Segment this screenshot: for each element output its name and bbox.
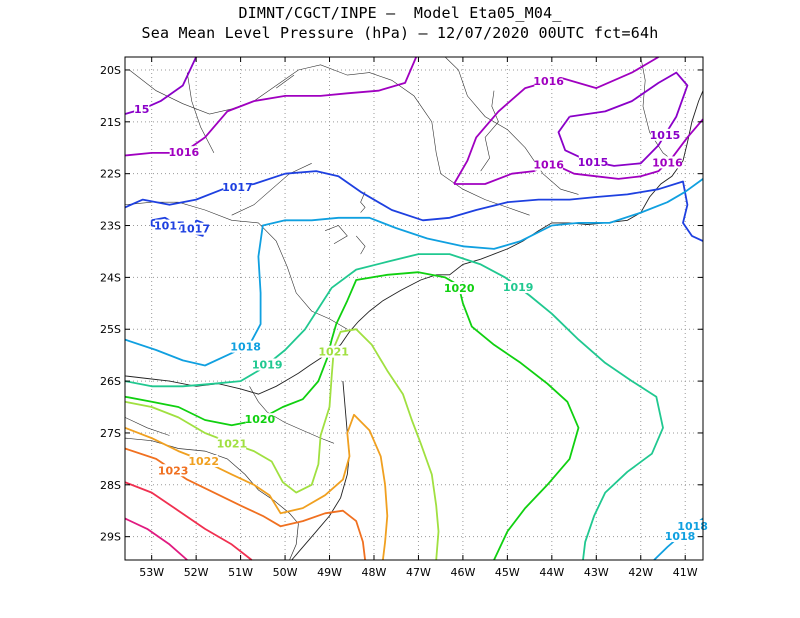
- isobar-1018: [124, 178, 704, 367]
- state-border: [444, 56, 579, 195]
- y-tick-label: 23S: [100, 220, 121, 233]
- x-tick-label: 49W: [317, 566, 342, 579]
- inland-water: [276, 74, 295, 89]
- x-tick-label: 50W: [273, 566, 298, 579]
- y-tick-label: 25S: [100, 323, 121, 336]
- isobar-1017: [124, 170, 704, 242]
- isobar-label-1022: 1022: [188, 455, 219, 468]
- isobar-label-1018: 1018: [230, 341, 261, 354]
- y-tick-label: 28S: [100, 479, 121, 492]
- isobar-label-bg: [252, 358, 282, 371]
- chart-title-line-2: Sea Mean Level Pressure (hPa) – 12/07/20…: [141, 24, 659, 42]
- inland-water: [355, 235, 366, 255]
- isobar-label-1023: 1023: [158, 464, 189, 477]
- isobar-label-bg: [231, 340, 260, 353]
- isobar-label-bg: [158, 464, 188, 477]
- x-tick-label: 46W: [450, 566, 475, 579]
- y-tick-label: 21S: [100, 116, 121, 129]
- isobar-label-1020: 1020: [245, 413, 276, 426]
- isobar-label-1018: 1018: [665, 530, 696, 543]
- isobar-labels: 1510151015101610161016101610171017101710…: [134, 75, 708, 543]
- x-tick-label: 51W: [228, 566, 253, 579]
- isobar-label-bg: [180, 222, 209, 235]
- isobar-label-bg: [189, 454, 218, 467]
- x-tick-label: 53W: [139, 566, 164, 579]
- isobar-label-bg: [169, 146, 199, 159]
- isobar-label-1017: 1017: [179, 223, 210, 236]
- x-tick-label: 41W: [673, 566, 698, 579]
- chart-title-line-1: DIMNT/CGCT/INPE – Model Eta05_M04_: [238, 4, 562, 22]
- isobar-label-bg: [444, 282, 474, 295]
- inland-water: [324, 225, 348, 244]
- isobar-label-1015: 15: [134, 103, 149, 116]
- isobar-label-bg: [134, 103, 150, 116]
- isobar-label-bg: [678, 520, 707, 533]
- isobar-label-1016: 1016: [169, 146, 200, 159]
- isobar-1019: [124, 253, 664, 561]
- isobar-1016: [453, 56, 659, 185]
- isobar-label-1017: 1017: [154, 220, 185, 233]
- isobar-label-bg: [245, 413, 275, 426]
- x-tick-label: 44W: [539, 566, 564, 579]
- isobar-label-bg: [319, 345, 348, 358]
- map-frame: [124, 56, 704, 561]
- state-border: [124, 201, 348, 330]
- y-tick-label: 26S: [100, 375, 121, 388]
- isobar-label-1015: 1015: [650, 129, 681, 142]
- isobar-label-bg: [650, 128, 680, 141]
- x-tick-label: 43W: [584, 566, 609, 579]
- isobar-1024: [124, 481, 253, 561]
- isobar-label-bg: [223, 180, 252, 193]
- isobar-label-1019: 1019: [503, 281, 534, 294]
- isobar-label-bg: [534, 75, 563, 88]
- y-tick-label: 27S: [100, 427, 121, 440]
- isobar-label-bg: [665, 530, 695, 543]
- grid-lines: [125, 57, 703, 560]
- x-tick-label: 42W: [628, 566, 653, 579]
- y-tick-label: 24S: [100, 271, 121, 284]
- y-tick-label: 22S: [100, 168, 121, 181]
- isobar-label-1016: 1016: [533, 159, 564, 172]
- isobar-1023: [124, 447, 366, 561]
- axis-ticks: 53W 52W 51W 50W 49W 48W 47W 46W 45W 44W 43W 42W 41W 2…: [100, 57, 703, 579]
- isobar-label-1019: 1019: [252, 359, 283, 372]
- x-tick-label: 52W: [184, 566, 209, 579]
- y-tick-label: 29S: [100, 531, 121, 544]
- inland-water: [360, 191, 366, 213]
- inland-water: [480, 90, 499, 172]
- coastline-south: [291, 381, 350, 561]
- isobar-label-1016: 1016: [652, 156, 683, 169]
- x-tick-label: 45W: [495, 566, 520, 579]
- isobar-label-bg: [503, 281, 533, 294]
- isobar-label-1018: 1018: [677, 520, 708, 533]
- state-border: [124, 417, 170, 436]
- isobar-label-1021: 1021: [217, 437, 248, 450]
- x-tick-label: 47W: [406, 566, 431, 579]
- isobar-label-1017: 1017: [222, 181, 253, 194]
- coastline: [124, 90, 704, 395]
- isobar-label-1021: 1021: [318, 346, 349, 359]
- inland-water: [231, 163, 312, 216]
- land-border: [124, 437, 299, 561]
- isobar-label-1016: 1016: [533, 75, 564, 88]
- isobar-label-bg: [155, 219, 184, 232]
- y-tick-label: 20S: [100, 64, 121, 77]
- isobar-label-bg: [578, 155, 608, 168]
- x-tick-label: 48W: [362, 566, 387, 579]
- isobar-label-bg: [653, 156, 682, 169]
- isobar-label-1020: 1020: [444, 282, 475, 295]
- isobar-1025: [124, 517, 188, 561]
- inland-water: [186, 72, 215, 154]
- isobar-label-1015: 1015: [578, 156, 609, 169]
- isobar-label-bg: [534, 158, 563, 171]
- state-border: [129, 64, 530, 216]
- state-border: [640, 56, 677, 164]
- isobar-label-bg: [217, 437, 247, 450]
- isobar-1015: [557, 71, 689, 167]
- isobar-1016: [124, 56, 418, 157]
